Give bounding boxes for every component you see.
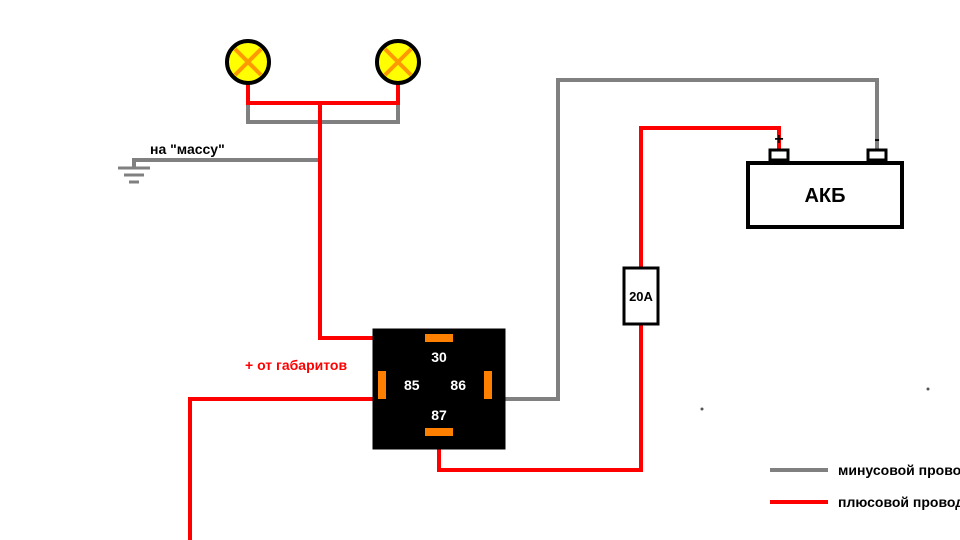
battery-minus-sign: - — [874, 131, 879, 148]
battery-label: АКБ — [804, 185, 845, 207]
relay-label-87: 87 — [431, 407, 447, 423]
artifact-dot-1 — [927, 388, 930, 391]
relay-terminal-85 — [378, 371, 386, 399]
relay-terminal-87 — [425, 428, 453, 436]
relay-terminal-30 — [425, 334, 453, 342]
battery-plus-sign: + — [774, 131, 783, 148]
battery-minus-terminal — [868, 150, 886, 160]
relay-terminal-86 — [484, 371, 492, 399]
plus-wire-1 — [320, 103, 439, 338]
ground-label: на "массу" — [150, 141, 225, 157]
label-from-parking: + от габаритов — [245, 357, 347, 373]
fuse-label: 20A — [629, 289, 653, 304]
legend-plus-label: плюсовой провод — [838, 494, 960, 510]
relay-label-85: 85 — [404, 377, 420, 393]
artifact-dot-2 — [701, 408, 704, 411]
legend-minus-label: минусовой провод — [838, 462, 960, 478]
battery-plus-terminal — [770, 150, 788, 160]
relay-label-30: 30 — [431, 349, 447, 365]
relay-label-86: 86 — [450, 377, 466, 393]
plus-wire-4 — [190, 399, 382, 540]
plus-wire-0 — [248, 83, 398, 103]
